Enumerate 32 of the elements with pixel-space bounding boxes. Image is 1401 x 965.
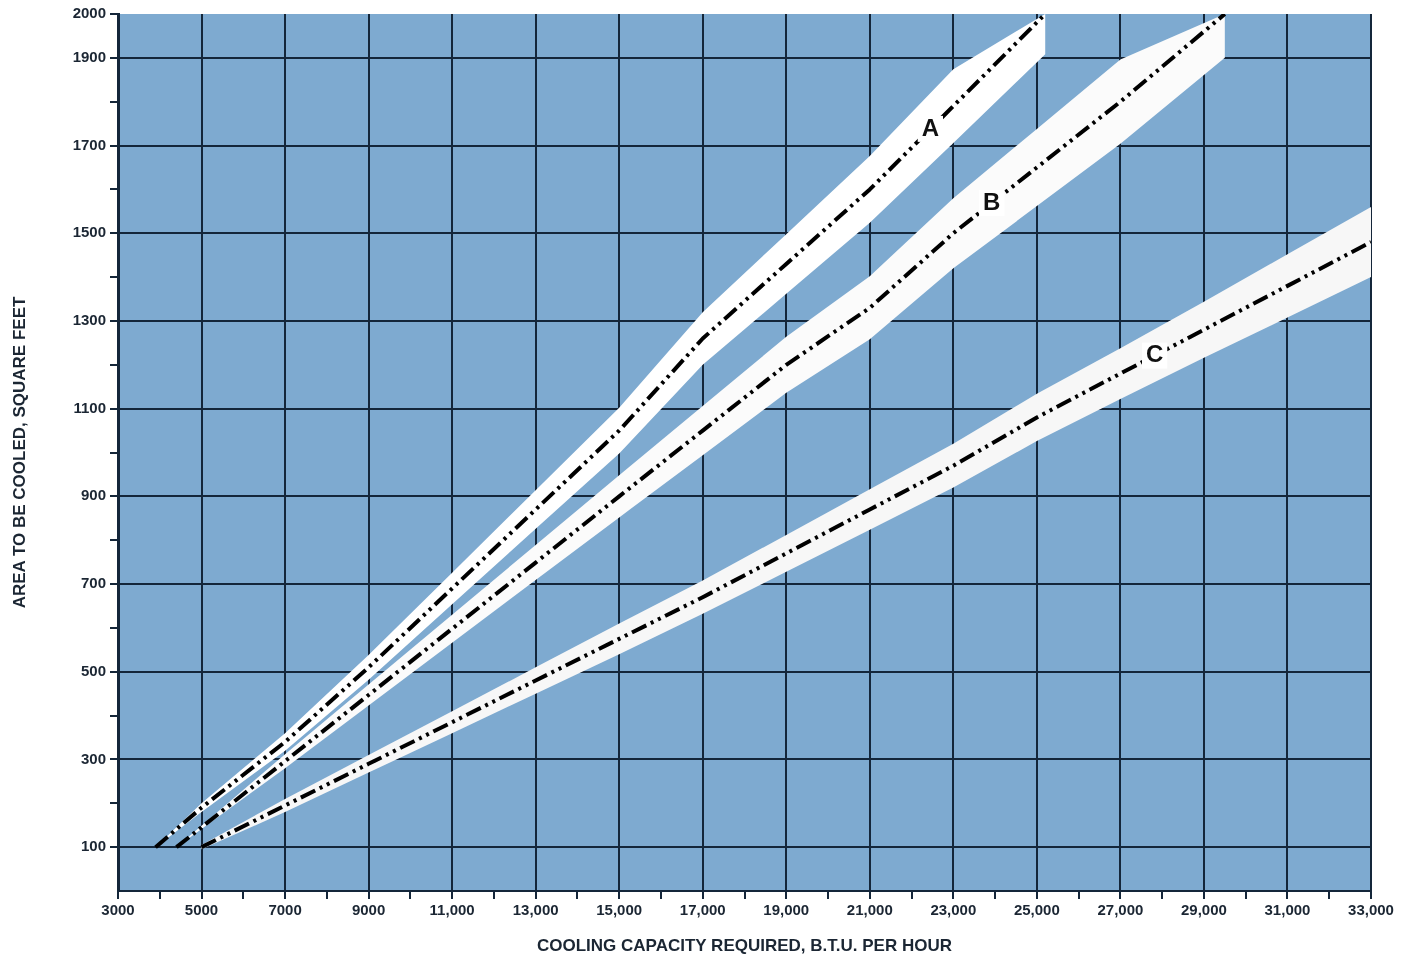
- x-tick-label: 21,000: [846, 900, 893, 918]
- y-tick-label: 900: [80, 486, 106, 504]
- x-tick-label: 33,000: [1348, 900, 1394, 918]
- y-tick-label: 500: [80, 661, 106, 679]
- x-tick-label: 7000: [268, 900, 302, 918]
- x-tick-label: 23,000: [930, 900, 977, 918]
- y-tick-label: 1100: [73, 398, 106, 416]
- x-tick-label: 5000: [184, 900, 219, 918]
- y-tick-label: 1500: [72, 223, 106, 241]
- y-tick-label: 300: [80, 749, 106, 767]
- y-tick-label: 1700: [72, 135, 106, 153]
- x-tick-label: 3000: [101, 900, 135, 918]
- y-tick-label: 100: [80, 837, 106, 855]
- annotation: B: [983, 187, 1001, 215]
- y-tick-label: 1300: [72, 311, 106, 329]
- x-tick-label: 13,000: [512, 900, 559, 918]
- x-tick-label: 27,000: [1097, 900, 1144, 918]
- x-tick-label: 17,000: [679, 900, 726, 918]
- x-axis-title: COOLING CAPACITY REQUIRED, B.T.U. PER HOUR: [537, 936, 952, 956]
- y-axis-title: AREA TO BE COOLED, SQUARE FEET: [9, 296, 29, 609]
- x-tick-label: 31,000: [1264, 900, 1311, 918]
- annotation: A: [921, 113, 940, 141]
- x-tick-label: 29,000: [1180, 900, 1227, 918]
- y-tick-label: 1900: [72, 47, 106, 65]
- x-tick-label: 19,000: [763, 900, 810, 918]
- x-tick-label: 11,000: [429, 900, 475, 918]
- y-tick-label: 2000: [72, 4, 106, 22]
- x-tick-label: 9000: [351, 900, 386, 918]
- x-tick-label: 25,000: [1013, 900, 1060, 918]
- annotation: C: [1145, 340, 1164, 368]
- x-tick-label: 15,000: [596, 900, 643, 918]
- y-tick-label: 700: [80, 574, 106, 592]
